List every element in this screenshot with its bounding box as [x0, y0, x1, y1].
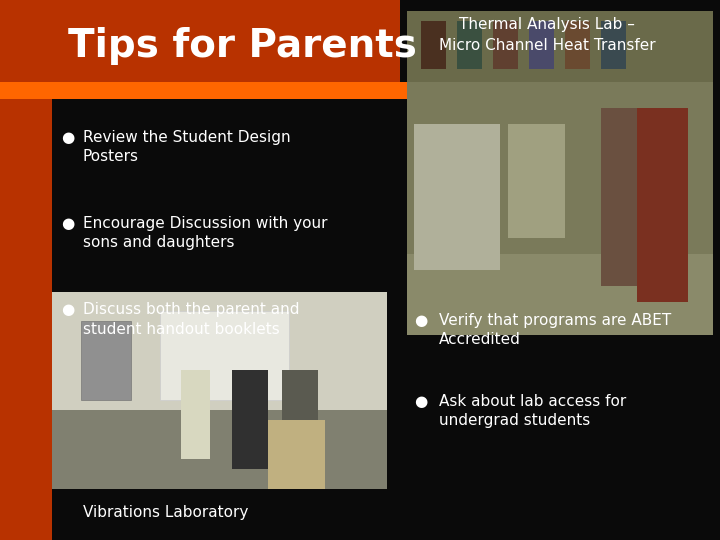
Bar [414, 124, 500, 270]
Bar [282, 370, 318, 479]
Bar [232, 370, 268, 469]
Bar [0, 82, 407, 99]
Bar [637, 108, 688, 302]
Text: ●: ● [414, 313, 427, 328]
Bar [529, 21, 554, 69]
Text: Tips for Parents: Tips for Parents [68, 27, 418, 65]
Bar [52, 292, 387, 489]
Text: Thermal Analysis Lab –
Micro Channel Heat Transfer: Thermal Analysis Lab – Micro Channel Hea… [439, 17, 655, 53]
Bar [407, 11, 713, 335]
Text: Review the Student Design
Posters: Review the Student Design Posters [83, 130, 290, 164]
Bar [407, 254, 713, 335]
Text: Verify that programs are ABET
Accredited: Verify that programs are ABET Accredited [439, 313, 672, 347]
Text: Ask about lab access for
undergrad students: Ask about lab access for undergrad stude… [439, 394, 626, 428]
Bar [457, 21, 482, 69]
Text: ●: ● [414, 394, 427, 409]
Text: ●: ● [61, 302, 74, 318]
Bar [601, 21, 626, 69]
Bar [493, 21, 518, 69]
Bar [601, 108, 644, 286]
Text: Encourage Discussion with your
sons and daughters: Encourage Discussion with your sons and … [83, 216, 328, 250]
Bar [52, 410, 387, 489]
Bar [81, 321, 131, 400]
Text: ●: ● [61, 130, 74, 145]
Bar [181, 370, 210, 459]
Bar [52, 292, 387, 410]
Text: Discuss both the parent and
student handout booklets: Discuss both the parent and student hand… [83, 302, 300, 336]
Bar [508, 124, 565, 238]
Bar [0, 0, 52, 540]
Bar [565, 21, 590, 69]
Text: ●: ● [61, 216, 74, 231]
Bar [421, 21, 446, 69]
Text: Vibrations Laboratory: Vibrations Laboratory [83, 505, 248, 520]
Bar [0, 0, 400, 84]
Bar [407, 11, 713, 82]
Bar [268, 420, 325, 489]
Bar [160, 311, 289, 400]
